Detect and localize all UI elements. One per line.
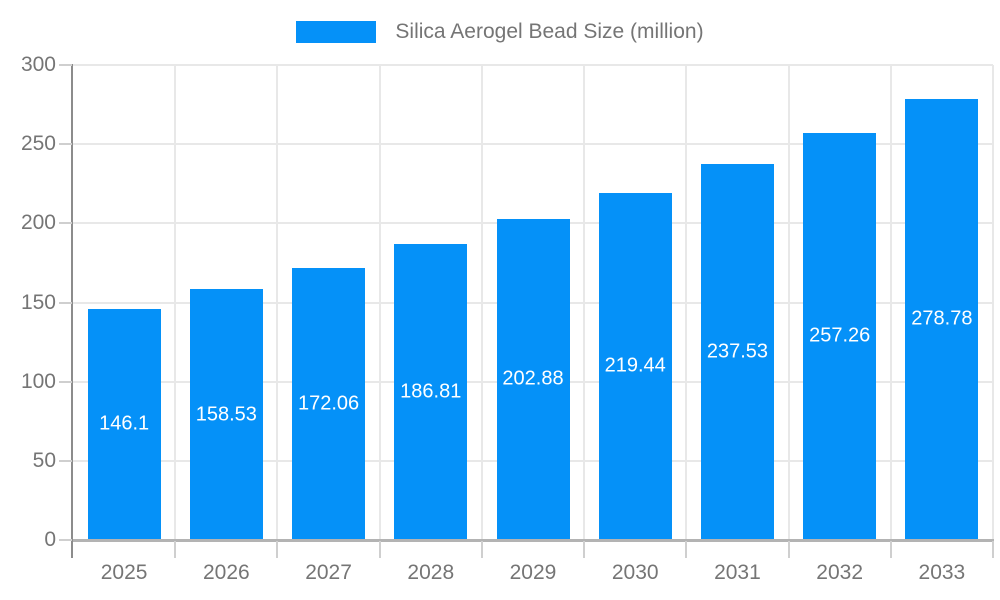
y-tick-mark — [59, 64, 72, 66]
v-gridline — [992, 65, 994, 540]
v-gridline — [889, 65, 892, 540]
bar-2028[interactable]: 186.81 — [394, 244, 468, 540]
x-tick-label: 2025 — [100, 561, 148, 584]
x-tick-label: 2029 — [509, 561, 557, 584]
bar-2026[interactable]: 158.53 — [189, 289, 263, 540]
bar-value-label: 202.88 — [502, 367, 564, 390]
bar-value-label: 219.44 — [604, 354, 666, 377]
x-tick-mark — [685, 541, 688, 558]
h-gridline — [73, 143, 993, 146]
legend-swatch — [296, 21, 377, 43]
legend-item[interactable]: Silica Aerogel Bead Size (million) — [0, 17, 1000, 47]
bar-2031[interactable]: 237.53 — [700, 163, 774, 540]
y-tick-label: 200 — [20, 211, 56, 235]
y-tick-label: 100 — [20, 369, 56, 393]
x-tick-mark — [480, 541, 483, 558]
v-gridline — [787, 65, 790, 540]
y-tick-label: 250 — [20, 132, 56, 156]
bar-value-label: 257.26 — [809, 324, 871, 347]
v-gridline — [276, 65, 279, 540]
x-tick-mark — [992, 541, 994, 558]
v-gridline — [174, 65, 177, 540]
bar-2025[interactable]: 146.1 — [87, 308, 161, 540]
bar-2027[interactable]: 172.06 — [292, 267, 366, 540]
x-tick-mark — [889, 541, 892, 558]
y-tick-mark — [59, 539, 72, 541]
v-gridline — [583, 65, 586, 540]
v-gridline — [685, 65, 688, 540]
x-tick-label: 2031 — [714, 561, 761, 584]
plot-area: 146.1 158.53 172.06 186.81 202.88 219.44 237.5… — [73, 64, 994, 540]
bar-value-label: 278.78 — [911, 307, 973, 330]
x-axis-line — [73, 539, 994, 542]
y-tick-mark — [59, 459, 72, 462]
y-tick-mark — [59, 222, 72, 225]
x-tick-label: 2026 — [202, 561, 250, 584]
v-gridline — [378, 65, 381, 540]
x-tick-mark — [787, 541, 790, 558]
legend-label: Silica Aerogel Bead Size (million) — [395, 20, 704, 43]
y-tick-label: 0 — [44, 528, 56, 551]
y-tick-label: 300 — [20, 53, 56, 76]
y-axis-line — [71, 64, 73, 558]
x-tick-label: 2030 — [611, 561, 659, 584]
bar-value-label: 237.53 — [706, 340, 769, 363]
bar-value-label: 172.06 — [297, 392, 360, 415]
bar-value-label: 158.53 — [195, 403, 257, 425]
bar-2029[interactable]: 202.88 — [496, 218, 570, 540]
x-tick-mark — [378, 541, 381, 558]
x-tick-mark — [174, 541, 177, 558]
x-tick-label: 2028 — [407, 561, 455, 584]
x-tick-label: 2027 — [305, 561, 352, 584]
y-tick-mark — [59, 301, 72, 304]
h-gridline — [73, 64, 993, 66]
v-gridline — [480, 65, 483, 540]
y-tick-label: 50 — [32, 448, 56, 472]
x-tick-label: 2032 — [816, 561, 864, 584]
x-tick-mark — [276, 541, 279, 558]
x-tick-mark — [583, 541, 586, 558]
bar-value-label: 146.1 — [99, 412, 150, 435]
y-tick-label: 150 — [20, 290, 56, 314]
bar-2030[interactable]: 219.44 — [598, 192, 672, 540]
bar-value-label: 186.81 — [400, 380, 462, 403]
y-tick-mark — [59, 380, 72, 383]
bar-2033[interactable]: 278.78 — [905, 98, 979, 540]
y-tick-mark — [59, 143, 72, 146]
x-tick-label: 2033 — [918, 561, 966, 584]
bar-2032[interactable]: 257.26 — [803, 132, 877, 540]
